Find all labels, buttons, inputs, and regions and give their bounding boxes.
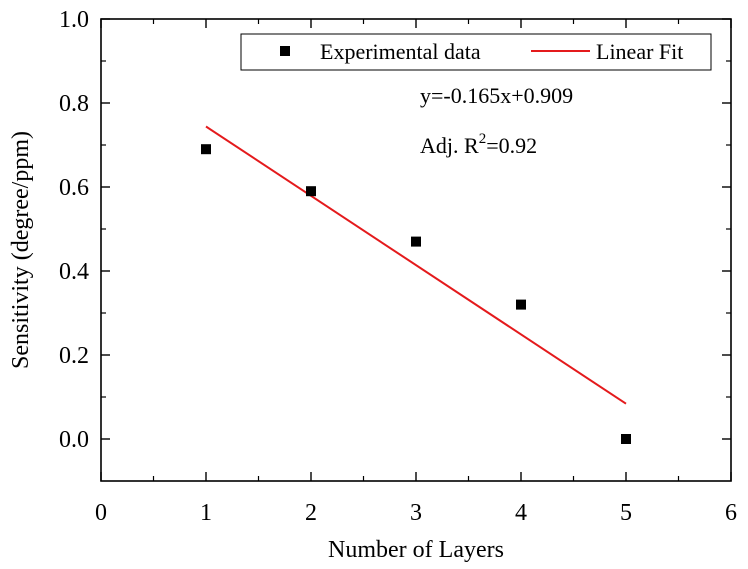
fit-equation: y=-0.165x+0.909: [420, 83, 573, 108]
x-tick-label: 5: [620, 500, 632, 526]
y-tick-label: 0.0: [59, 427, 89, 453]
y-axis-label: Sensitivity (degree/ppm): [8, 131, 34, 369]
x-tick-label: 6: [725, 500, 737, 526]
y-tick-label: 0.4: [59, 259, 89, 285]
x-tick-label: 4: [515, 500, 527, 526]
data-point: [516, 299, 526, 310]
adj-r2-annotation: Adj. R2=0.92: [420, 131, 537, 158]
x-tick-label: 1: [200, 500, 212, 526]
legend-label-experimental: Experimental data: [320, 39, 481, 64]
legend-label-linear-fit: Linear Fit: [596, 39, 683, 64]
linear-fit-series: [205, 125, 627, 405]
x-tick-label: 0: [95, 500, 107, 526]
plot-frame: [100, 18, 732, 482]
adj-r2-value: =0.92: [486, 133, 537, 158]
x-tick-label: 3: [410, 500, 422, 526]
axis-ticks: [100, 18, 732, 481]
y-tick-label: 1.0: [59, 7, 89, 33]
data-point: [306, 186, 316, 197]
y-tick-label: 0.6: [59, 175, 89, 201]
y-tick-label: 0.2: [59, 343, 89, 369]
y-tick-labels: 0.0 0.2 0.4 0.6 0.8 1.0: [59, 7, 89, 453]
data-point: [411, 236, 421, 247]
adj-r2-superscript: 2: [479, 131, 487, 147]
x-tick-label: 2: [305, 500, 317, 526]
adj-r2-prefix: Adj. R: [420, 133, 479, 158]
data-point: [621, 434, 631, 444]
legend: Experimental data Linear Fit: [240, 33, 712, 71]
x-tick-labels: 0 1 2 3 4 5 6: [95, 500, 737, 526]
legend-marker-experimental: [280, 46, 290, 56]
experimental-data-series: [201, 144, 631, 444]
y-tick-label: 0.8: [59, 91, 89, 117]
data-point: [201, 144, 211, 155]
legend-box: [240, 33, 712, 71]
x-axis-label: Number of Layers: [328, 537, 504, 563]
linear-fit-line: [205, 125, 627, 405]
